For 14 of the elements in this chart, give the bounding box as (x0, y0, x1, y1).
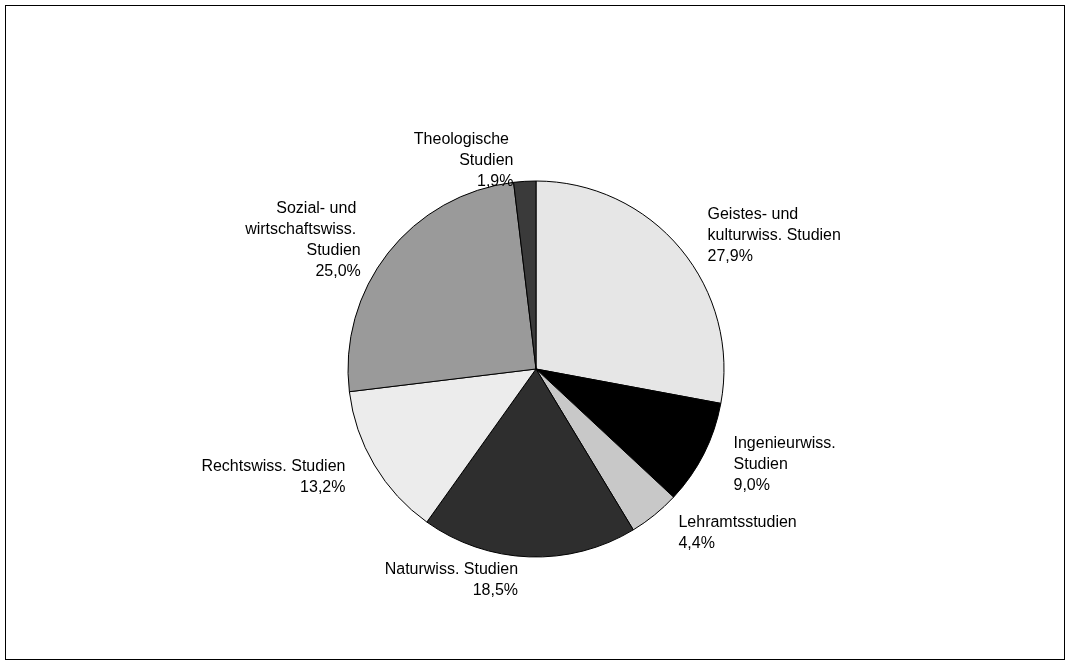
data-label: 9,0% (733, 476, 770, 494)
data-label: 13,2% (300, 478, 346, 496)
slice-label: Lehramtsstudien (678, 512, 797, 530)
slice-label: Rechtswiss. Studien (201, 457, 346, 475)
slice-label: Naturwiss. Studien (384, 559, 519, 577)
slice-label: Theologische Studien (413, 129, 514, 168)
data-label: 25,0% (315, 262, 361, 280)
slice-label: Ingenieurwiss. Studien (733, 434, 841, 473)
slice-label: Geistes- und kulturwiss. Studien (707, 205, 841, 244)
data-label: 27,9% (707, 247, 753, 265)
data-label: 1,9% (476, 171, 514, 189)
data-label: 18,5% (472, 580, 519, 598)
slice-label: Sozial- und wirtschaftswiss. Studien (244, 199, 361, 259)
data-label: 4,4% (678, 533, 715, 551)
